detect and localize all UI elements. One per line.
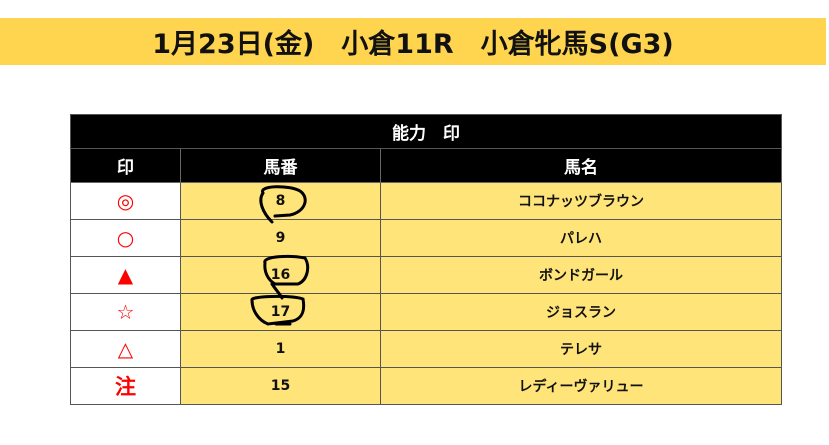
name-cell: パレハ [380,219,782,257]
name-cell: レディーヴァリュー [380,367,782,405]
name-cell: ココナッツブラウン [380,182,782,220]
table-row: ○ 9 パレハ [70,219,782,257]
number-cell: 16 [180,256,381,294]
ability-marks-table: 能力 印 印 馬番 馬名 ◎ 8 ココナッツブラウン ○ 9 パレハ ▲ 16 … [70,114,782,405]
name-cell: ジョスラン [380,293,782,331]
column-header-name: 馬名 [380,148,782,183]
title-bar: 1月23日(金) 小倉11R 小倉牝馬S(G3) [0,18,826,65]
name-cell: ボンドガール [380,256,782,294]
page-title: 1月23日(金) 小倉11R 小倉牝馬S(G3) [152,29,674,60]
mark-cell: ☆ [70,293,181,331]
table-caption: 能力 印 [70,114,782,149]
number-cell: 9 [180,219,381,257]
mark-cell: ◎ [70,182,181,220]
mark-cell: 注 [70,367,181,405]
number-cell: 17 [180,293,381,331]
mark-cell: ▲ [70,256,181,294]
number-cell: 8 [180,182,381,220]
table-row: ☆ 17 ジョスラン [70,293,782,331]
name-cell: テレサ [380,330,782,368]
mark-cell: ○ [70,219,181,257]
table-row: △ 1 テレサ [70,330,782,368]
table-row: ◎ 8 ココナッツブラウン [70,182,782,220]
mark-cell: △ [70,330,181,368]
column-header-mark: 印 [70,148,181,183]
column-header-number: 馬番 [180,148,381,183]
number-cell: 15 [180,367,381,405]
table-row: 注 15 レディーヴァリュー [70,367,782,405]
table-row: ▲ 16 ボンドガール [70,256,782,294]
number-cell: 1 [180,330,381,368]
